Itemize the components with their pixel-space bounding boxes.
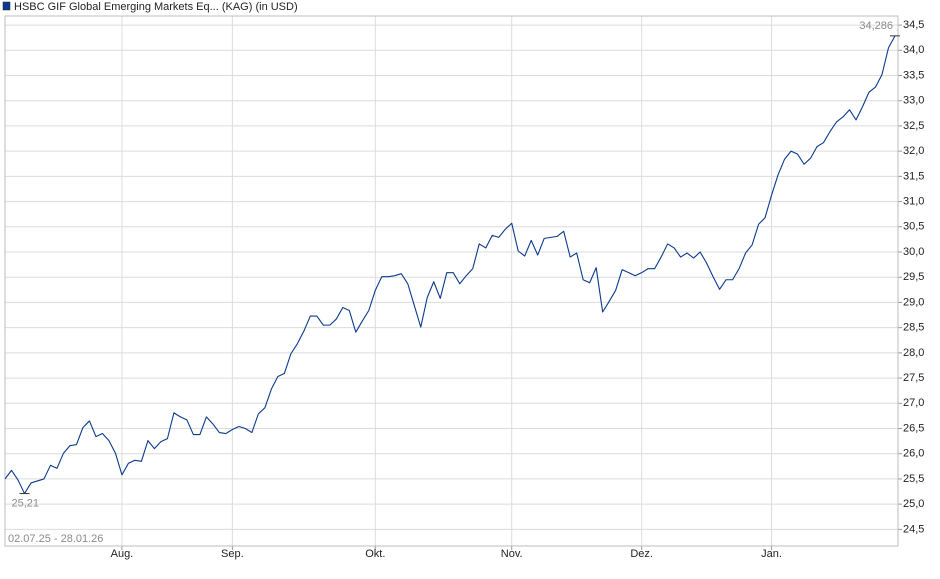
y-tick-label: 30,0 (903, 246, 924, 258)
x-tick-label: Jan. (761, 548, 782, 560)
y-tick-label: 29,0 (903, 296, 924, 308)
extreme-label: 25,21 (11, 497, 39, 509)
y-tick-label: 32,5 (903, 120, 924, 132)
y-tick-label: 30,5 (903, 221, 924, 233)
y-tick-label: 27,5 (903, 372, 924, 384)
y-tick-label: 28,0 (903, 347, 924, 359)
y-tick-label: 29,5 (903, 271, 924, 283)
plot-frame (4, 15, 899, 547)
y-tick-label: 25,0 (903, 498, 924, 510)
y-tick-label: 33,5 (903, 69, 924, 81)
x-tick-label: Aug. (111, 548, 134, 560)
y-tick-label: 32,0 (903, 145, 924, 157)
chart-title: HSBC GIF Global Emerging Markets Eq... (… (14, 1, 298, 13)
y-tick-label: 34,5 (903, 19, 924, 31)
y-tick-label: 26,0 (903, 448, 924, 460)
y-tick-label: 31,0 (903, 195, 924, 207)
y-tick-label: 26,5 (903, 422, 924, 434)
legend-swatch (2, 1, 11, 11)
x-tick-label: Nov. (501, 548, 523, 560)
x-tick-label: Okt. (365, 548, 385, 560)
date-range: 02.07.25 - 28.01.26 (8, 533, 103, 545)
y-tick-label: 31,5 (903, 170, 924, 182)
y-tick-label: 33,0 (903, 95, 924, 107)
y-tick-label: 34,0 (903, 44, 924, 56)
y-tick-label: 27,0 (903, 397, 924, 409)
y-tick-label: 24,5 (903, 523, 924, 535)
extreme-label: 34,286 (859, 20, 893, 32)
y-tick-label: 28,5 (903, 322, 924, 334)
x-tick-label: Dez. (630, 548, 653, 560)
y-tick-label: 25,5 (903, 473, 924, 485)
x-tick-label: Sep. (221, 548, 244, 560)
price-line (4, 35, 896, 495)
